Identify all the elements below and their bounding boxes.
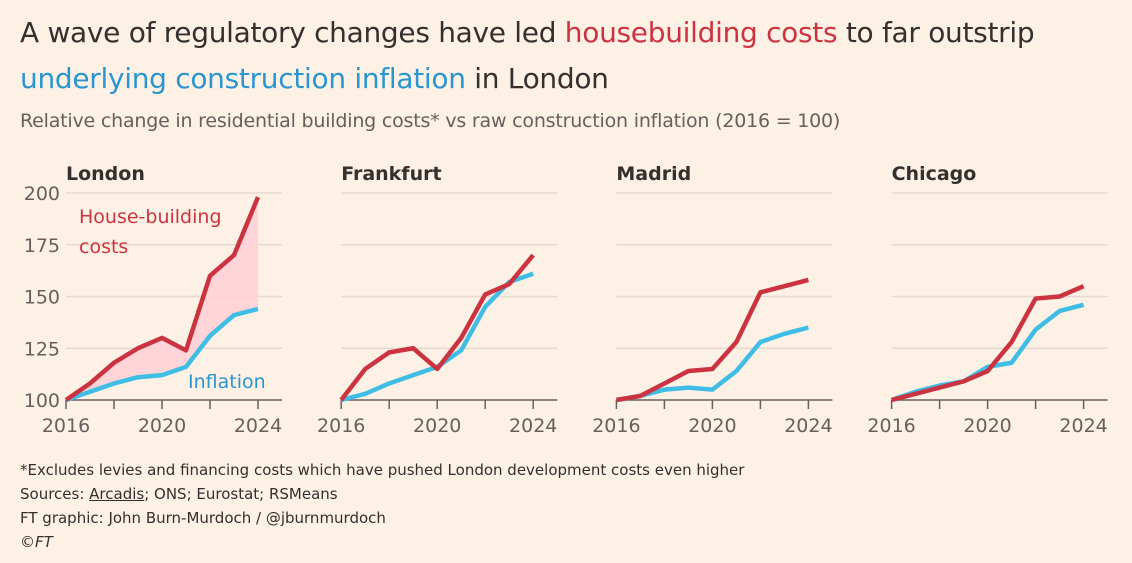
sources: Sources: Arcadis; ONS; Eurostat; RSMeans [20, 482, 744, 506]
credit: FT graphic: John Burn-Murdoch / @jburnmu… [20, 509, 386, 527]
annotation-house-building: House-building [79, 206, 222, 228]
x-tick-label: 2020 [138, 415, 186, 437]
panel-title-frankfurt: Frankfurt [341, 163, 441, 185]
panel-title-chicago: Chicago [892, 163, 977, 185]
sources-label: Sources: [20, 485, 90, 503]
housebuilding-costs-line-london [64, 196, 261, 402]
chart-title: A wave of regulatory changes have led ho… [20, 10, 1130, 102]
title-highlight-housebuilding: housebuilding costs [564, 16, 838, 49]
annotation-costs: costs [79, 236, 128, 258]
x-tick-label: 2016 [867, 415, 915, 437]
title-text: A wave of regulatory changes have led [20, 16, 565, 49]
y-tick-label: 150 [24, 287, 60, 309]
x-tick-label: 2024 [509, 415, 557, 437]
housebuilding-costs-line-frankfurt [339, 253, 535, 402]
chart-subtitle: Relative change in residential building … [20, 110, 841, 132]
inflation-line-chicago [890, 302, 1085, 403]
y-tick-label: 125 [24, 338, 60, 360]
annotation-inflation: Inflation [188, 371, 266, 393]
title-text: to far outstrip [837, 16, 1035, 49]
x-tick-label: 2020 [413, 415, 461, 437]
sources-rest: ; ONS; Eurostat; RSMeans [144, 485, 338, 503]
copyright: ©FT [20, 533, 53, 551]
gap-area-fill [66, 197, 258, 400]
footnote: *Excludes levies and financing costs whi… [20, 461, 745, 479]
title-text: in London [465, 62, 609, 95]
housebuilding-costs-line-madrid [616, 277, 809, 403]
x-tick-label: 2024 [234, 415, 282, 437]
y-tick-label: 200 [24, 183, 60, 205]
panel-title-london: London [66, 163, 145, 185]
panel-title-madrid: Madrid [616, 163, 691, 185]
x-tick-label: 2020 [963, 415, 1011, 437]
footer: *Excludes levies and financing costs whi… [20, 458, 744, 554]
x-tick-label: 2020 [688, 415, 736, 437]
y-tick-label: 175 [24, 235, 60, 257]
inflation-line-frankfurt [340, 271, 534, 403]
housebuilding-costs-line-chicago [891, 284, 1085, 403]
x-tick-label: 2024 [784, 415, 832, 437]
x-tick-label: 2024 [1059, 415, 1107, 437]
x-tick-label: 2016 [42, 415, 90, 437]
x-tick-label: 2016 [592, 415, 640, 437]
x-tick-label: 2016 [317, 415, 365, 437]
inflation-line-madrid [616, 325, 809, 403]
title-highlight-inflation: underlying construction inflation [20, 62, 466, 95]
y-tick-label: 100 [24, 390, 60, 412]
inflation-line-london [65, 306, 259, 403]
source-link-arcadis[interactable]: Arcadis [89, 485, 145, 503]
